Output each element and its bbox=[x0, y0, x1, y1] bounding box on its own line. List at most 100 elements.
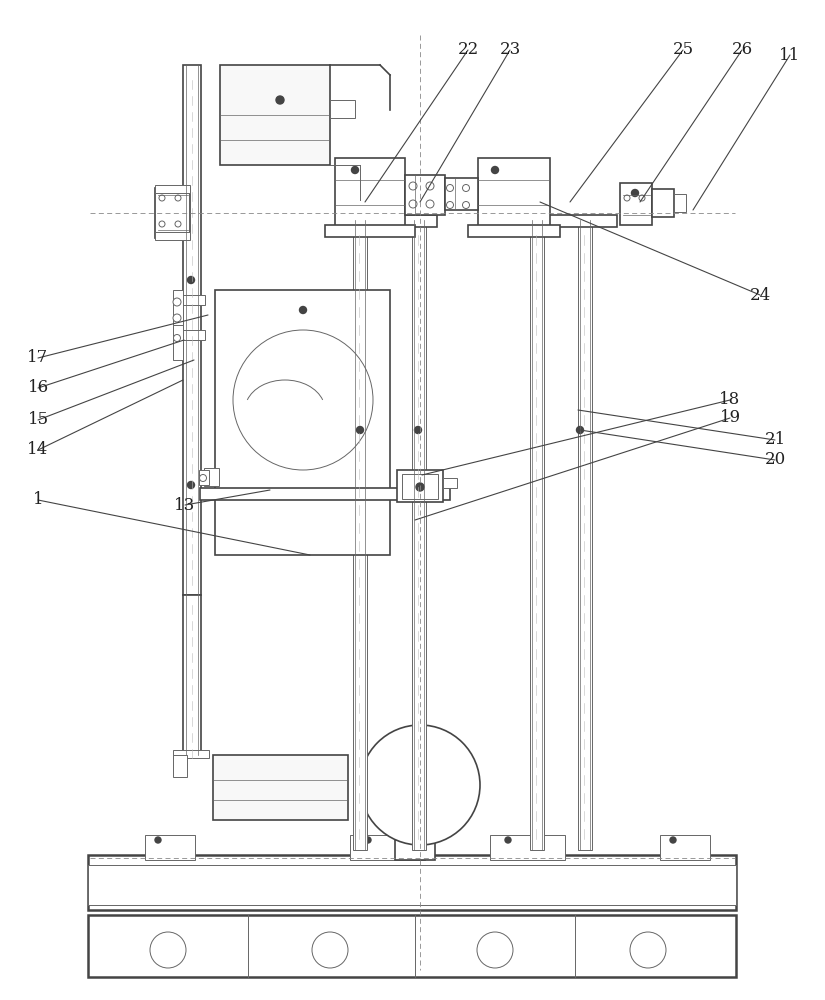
Text: 15: 15 bbox=[27, 412, 49, 428]
Bar bbox=[88, 915, 736, 977]
Bar bbox=[620, 183, 652, 225]
Circle shape bbox=[360, 725, 480, 845]
Bar bbox=[220, 65, 330, 165]
Bar bbox=[155, 232, 190, 240]
Circle shape bbox=[416, 483, 424, 491]
Bar bbox=[215, 290, 390, 555]
Bar bbox=[443, 478, 457, 488]
Circle shape bbox=[477, 932, 513, 968]
Bar bbox=[204, 468, 219, 486]
Circle shape bbox=[670, 837, 676, 843]
Circle shape bbox=[173, 298, 181, 306]
Circle shape bbox=[276, 96, 284, 104]
Text: 21: 21 bbox=[765, 432, 785, 448]
Bar bbox=[468, 225, 560, 237]
Circle shape bbox=[446, 202, 454, 209]
Circle shape bbox=[187, 482, 195, 488]
Text: 20: 20 bbox=[765, 452, 785, 468]
Circle shape bbox=[463, 184, 469, 192]
Bar bbox=[155, 188, 190, 238]
Text: 22: 22 bbox=[457, 41, 478, 58]
Circle shape bbox=[356, 426, 364, 434]
Circle shape bbox=[446, 184, 454, 192]
Circle shape bbox=[175, 221, 181, 227]
Circle shape bbox=[577, 426, 583, 434]
Circle shape bbox=[175, 195, 181, 201]
Bar bbox=[395, 840, 435, 860]
Text: 11: 11 bbox=[780, 46, 800, 64]
Bar bbox=[402, 474, 438, 499]
Circle shape bbox=[630, 932, 666, 968]
Bar bbox=[200, 488, 450, 500]
Circle shape bbox=[416, 781, 424, 789]
Circle shape bbox=[173, 334, 181, 342]
Bar bbox=[173, 750, 209, 758]
Circle shape bbox=[505, 837, 511, 843]
Text: 14: 14 bbox=[27, 442, 49, 458]
Circle shape bbox=[200, 475, 206, 482]
Text: 13: 13 bbox=[174, 496, 196, 514]
Text: 25: 25 bbox=[672, 41, 694, 58]
Bar bbox=[183, 595, 201, 755]
Text: 1: 1 bbox=[33, 491, 43, 508]
Bar bbox=[173, 755, 187, 777]
Bar bbox=[337, 215, 437, 227]
Bar bbox=[353, 220, 367, 850]
Bar bbox=[173, 295, 205, 305]
Bar bbox=[350, 835, 425, 860]
Circle shape bbox=[159, 221, 165, 227]
Bar bbox=[660, 835, 710, 860]
Circle shape bbox=[414, 426, 422, 434]
Circle shape bbox=[299, 306, 307, 314]
Circle shape bbox=[351, 166, 359, 174]
Text: 24: 24 bbox=[749, 286, 771, 304]
Circle shape bbox=[426, 200, 434, 208]
Circle shape bbox=[425, 837, 431, 843]
Bar bbox=[199, 470, 209, 485]
Bar bbox=[674, 194, 686, 212]
Text: 23: 23 bbox=[499, 41, 521, 58]
Text: 16: 16 bbox=[27, 379, 49, 396]
Text: 19: 19 bbox=[719, 410, 741, 426]
Circle shape bbox=[426, 182, 434, 190]
Bar bbox=[145, 835, 195, 860]
Bar bbox=[88, 855, 736, 910]
Bar bbox=[213, 755, 348, 820]
Bar bbox=[325, 225, 415, 237]
Circle shape bbox=[365, 837, 371, 843]
Bar bbox=[335, 158, 405, 228]
Circle shape bbox=[312, 932, 348, 968]
Bar bbox=[445, 178, 478, 210]
Bar bbox=[88, 865, 736, 905]
Bar bbox=[405, 175, 445, 215]
Circle shape bbox=[173, 314, 181, 322]
Circle shape bbox=[409, 182, 417, 190]
Circle shape bbox=[187, 276, 195, 284]
Circle shape bbox=[409, 200, 417, 208]
Bar bbox=[578, 220, 592, 850]
Bar bbox=[173, 330, 205, 340]
Bar bbox=[478, 158, 550, 228]
Bar bbox=[412, 220, 426, 850]
Circle shape bbox=[631, 190, 639, 196]
Bar bbox=[155, 185, 190, 193]
Text: 17: 17 bbox=[27, 350, 49, 366]
Bar bbox=[173, 325, 183, 360]
Text: 18: 18 bbox=[719, 391, 741, 408]
Bar bbox=[397, 470, 443, 502]
Circle shape bbox=[463, 202, 469, 209]
Bar bbox=[652, 189, 674, 217]
Circle shape bbox=[639, 195, 645, 201]
Circle shape bbox=[155, 837, 161, 843]
Bar bbox=[490, 835, 565, 860]
Bar bbox=[530, 220, 544, 850]
Circle shape bbox=[150, 932, 186, 968]
Bar bbox=[517, 215, 617, 227]
Bar bbox=[330, 100, 355, 118]
Circle shape bbox=[624, 195, 630, 201]
Text: 26: 26 bbox=[732, 41, 752, 58]
Circle shape bbox=[159, 195, 165, 201]
Bar bbox=[183, 65, 201, 595]
Circle shape bbox=[492, 166, 498, 174]
Bar bbox=[173, 290, 183, 330]
